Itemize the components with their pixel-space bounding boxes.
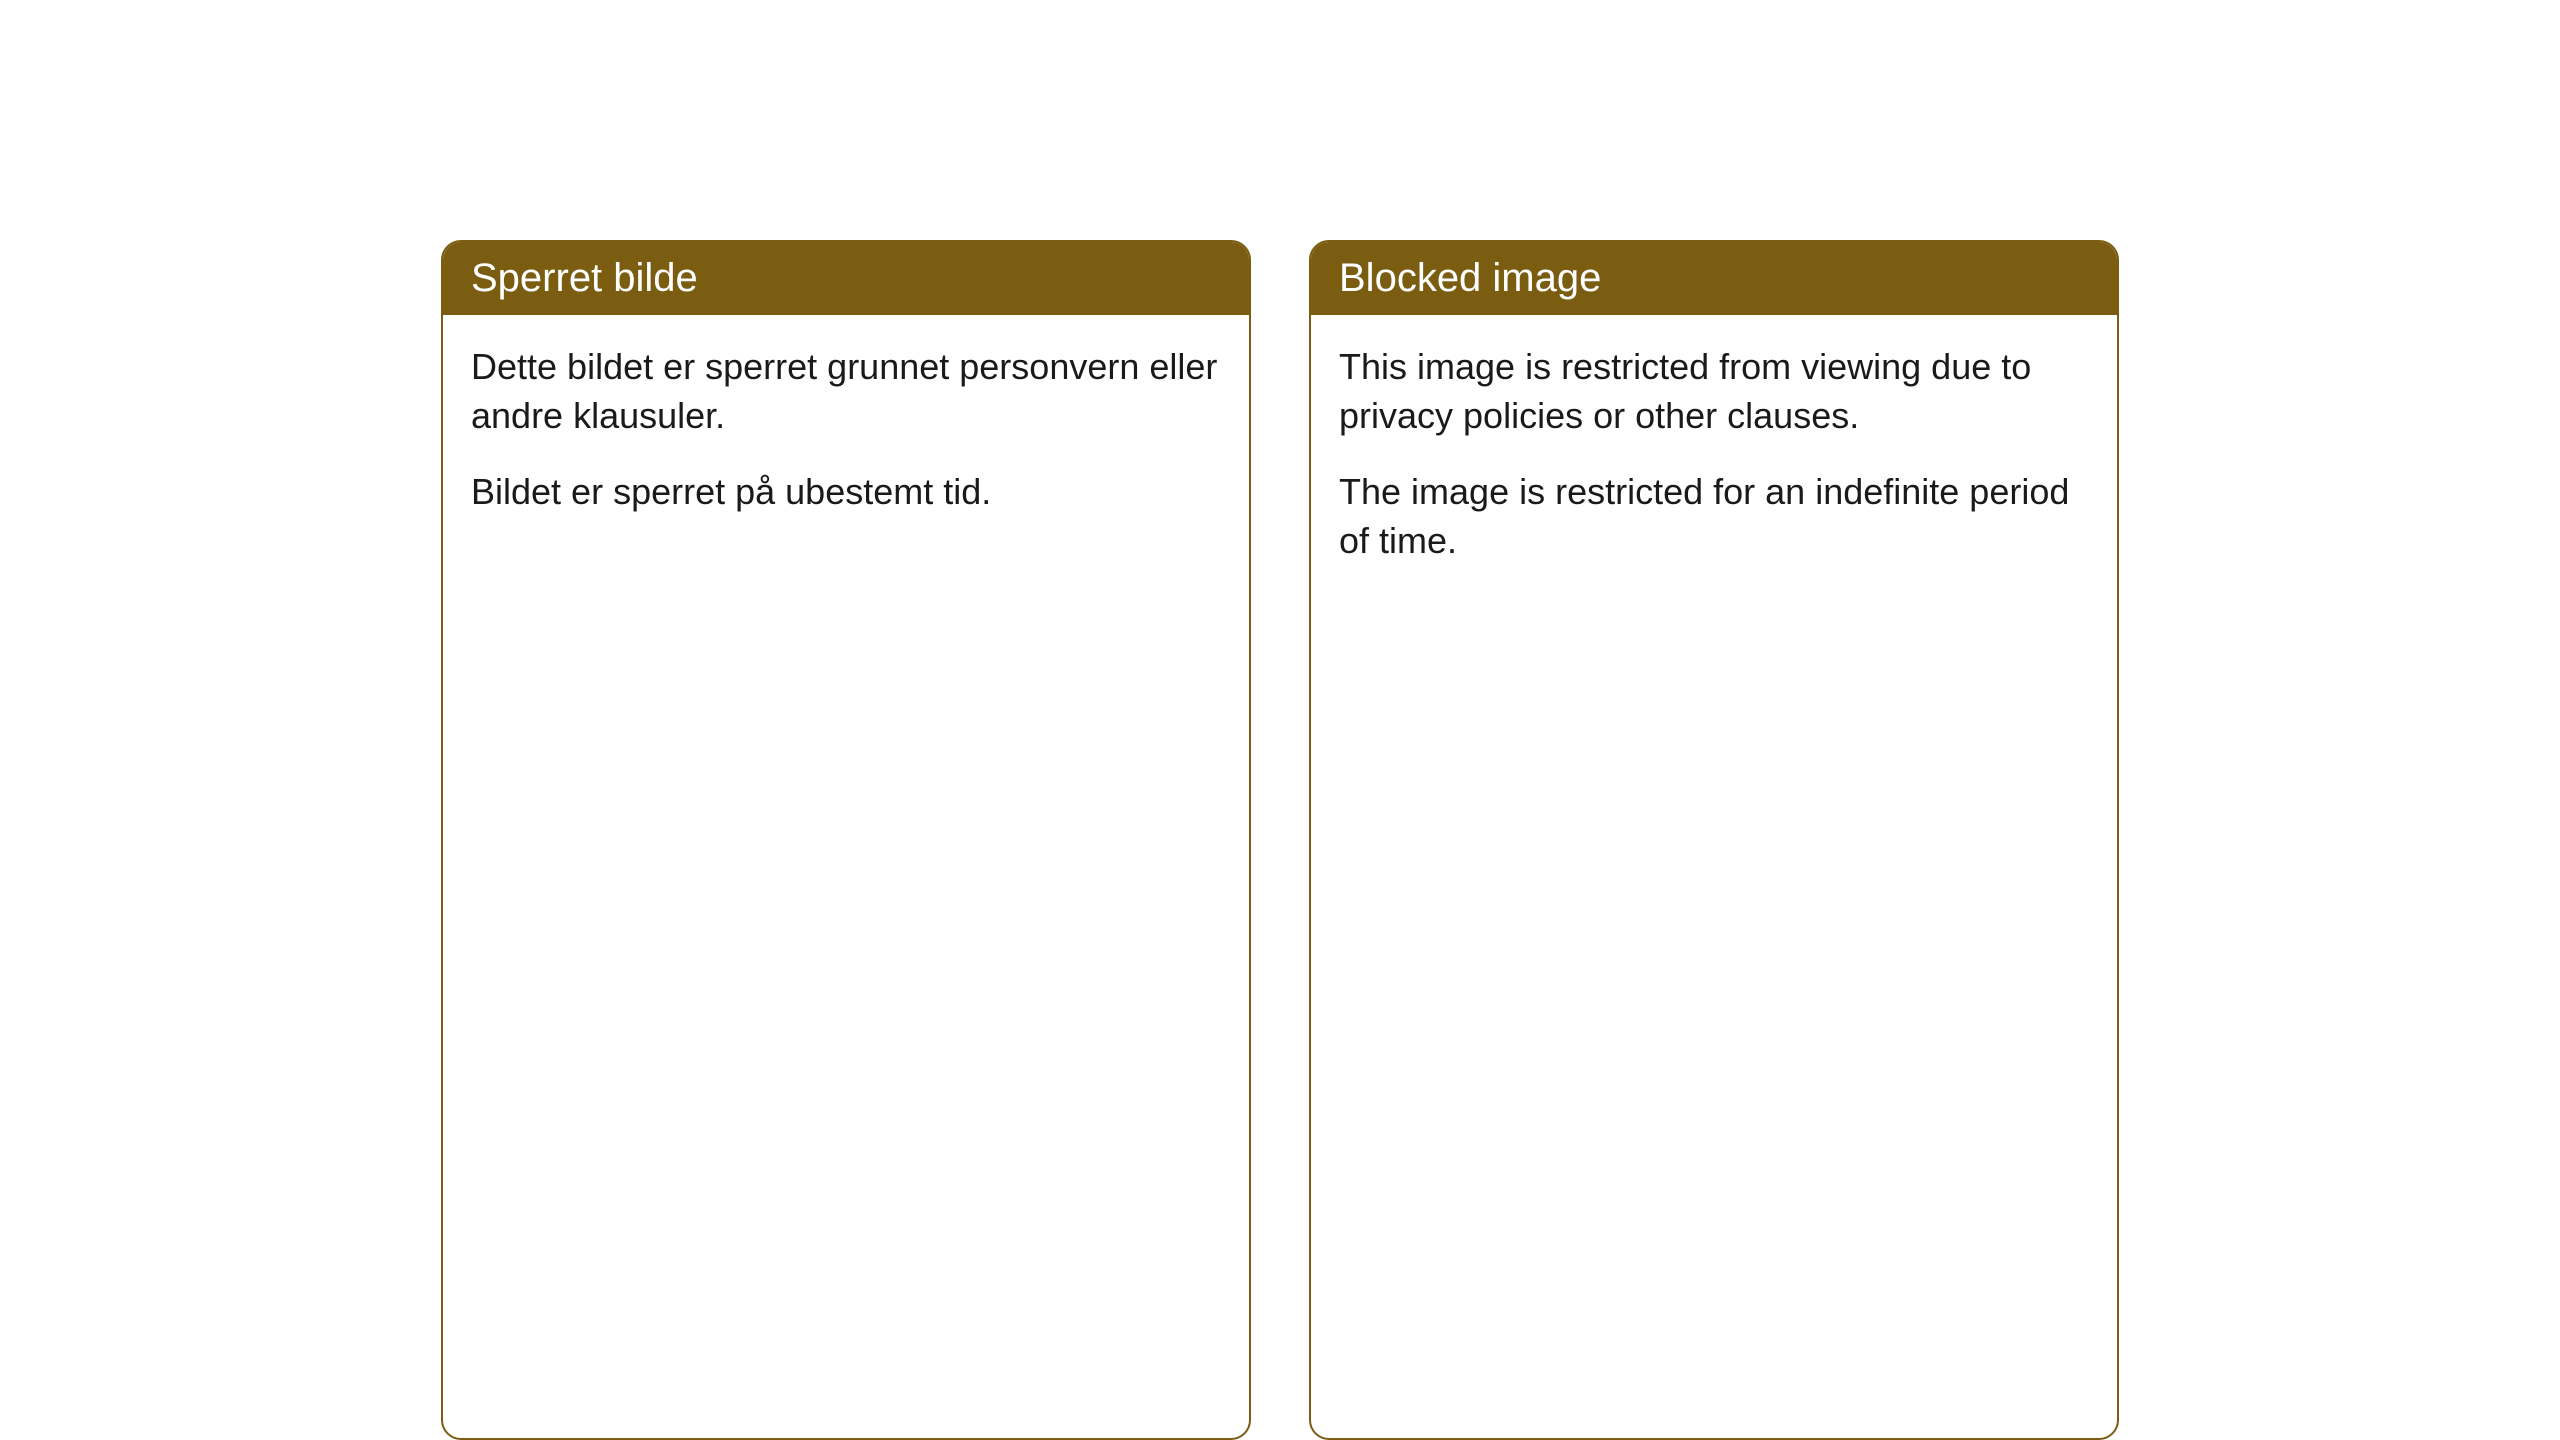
card-english-title: Blocked image xyxy=(1339,256,1601,300)
card-norwegian-header: Sperret bilde xyxy=(443,242,1249,315)
card-norwegian-paragraph-2: Bildet er sperret på ubestemt tid. xyxy=(471,468,1221,517)
cards-container: Sperret bilde Dette bildet er sperret gr… xyxy=(441,240,2119,1440)
card-english-paragraph-2: The image is restricted for an indefinit… xyxy=(1339,468,2089,565)
card-norwegian: Sperret bilde Dette bildet er sperret gr… xyxy=(441,240,1251,1440)
card-norwegian-paragraph-1: Dette bildet er sperret grunnet personve… xyxy=(471,343,1221,440)
card-english-header: Blocked image xyxy=(1311,242,2117,315)
card-norwegian-body: Dette bildet er sperret grunnet personve… xyxy=(443,315,1249,553)
card-english-body: This image is restricted from viewing du… xyxy=(1311,315,2117,601)
card-norwegian-title: Sperret bilde xyxy=(471,256,698,300)
card-english-paragraph-1: This image is restricted from viewing du… xyxy=(1339,343,2089,440)
card-english: Blocked image This image is restricted f… xyxy=(1309,240,2119,1440)
